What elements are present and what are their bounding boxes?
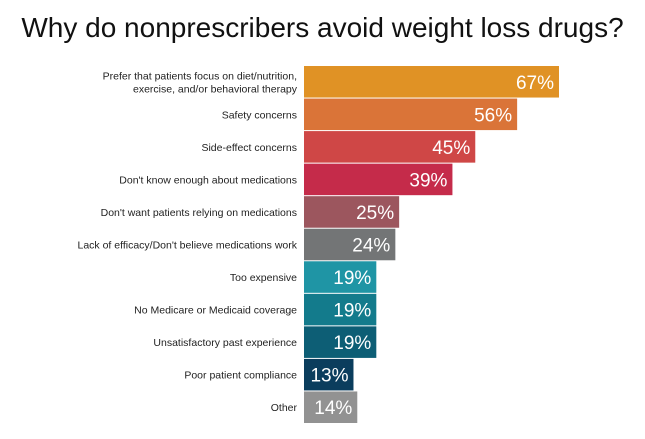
bar-2 [304,131,476,163]
bar-10 [304,391,358,423]
value-label-1: 56% [474,105,512,126]
bar-1 [304,98,518,131]
bar-4 [304,196,400,228]
category-label-8: Unsatisfactory past experience [153,337,297,349]
category-label-10: Other [271,402,298,414]
category-label-9: Poor patient compliance [184,370,297,382]
bar-5 [304,228,396,261]
category-label-5: Lack of efficacy/Don't believe medicatio… [77,240,297,252]
value-label-5: 24% [352,236,390,257]
value-labels-group: 67%56%45% 39% 25% 24% 19% 19% 19% 13% 14% [310,73,554,419]
category-label-4: Don't want patients relying on medicatio… [101,207,297,219]
category-label-3: Don't know enough about medications [119,174,297,186]
category-label-1: Safety concerns [222,109,297,121]
value-label-10: 14% [314,398,352,419]
bar-9 [304,358,354,391]
category-labels-group: Prefer that patients focus on diet/nutri… [77,70,297,414]
category-label-7: No Medicare or Medicaid coverage [134,305,297,317]
value-label-4: 25% [356,203,394,224]
value-label-9: 13% [310,366,348,387]
bars-group [304,66,559,423]
bar-0 [304,66,559,98]
category-label-2: Side-effect concerns [201,142,297,154]
value-label-2: 45% [432,138,470,159]
value-label-7: 19% [333,301,371,322]
bar-7 [304,293,377,326]
bar-8 [304,326,377,358]
value-label-0: 67% [516,73,554,94]
value-label-6: 19% [333,268,371,289]
bar-3 [304,163,453,196]
value-label-3: 39% [409,170,447,191]
value-label-8: 19% [333,333,371,354]
chart-title: Why do nonprescribers avoid weight loss … [21,12,624,43]
bar-6 [304,261,377,293]
category-label-0: Prefer that patients focus on diet/nutri… [103,70,298,95]
category-label-6: Too expensive [230,272,297,284]
